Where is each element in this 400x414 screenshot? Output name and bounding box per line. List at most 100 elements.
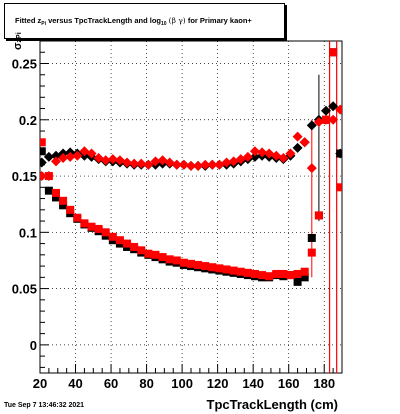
x-tick-label: 60	[104, 376, 118, 391]
data-point-diamond	[178, 159, 189, 170]
data-point-square	[151, 250, 160, 259]
x-tick-label: 140	[242, 376, 264, 391]
data-point-square	[165, 255, 174, 264]
data-point-square	[336, 149, 342, 158]
data-point-square	[194, 260, 203, 269]
title-part2: versus TpcTrackLength and log	[45, 16, 162, 25]
data-point-square	[187, 259, 195, 268]
data-point-square	[94, 224, 103, 233]
data-point-diamond	[193, 160, 204, 171]
y-tick-label: 0.05	[12, 282, 37, 297]
title-part3: (β γ)	[168, 16, 186, 25]
data-point-diamond	[292, 131, 303, 142]
data-point-diamond	[328, 114, 339, 125]
data-point-diamond	[207, 159, 218, 170]
data-point-diamond	[100, 155, 111, 166]
data-point-square	[144, 249, 153, 258]
data-point-diamond	[136, 158, 147, 169]
data-point-square	[108, 232, 117, 241]
data-point-square	[73, 213, 82, 222]
data-point-square	[44, 172, 53, 181]
data-point-diamond	[242, 151, 253, 162]
y-tick-label: 0.15	[12, 169, 37, 184]
data-point-square	[115, 236, 124, 245]
plot-frame	[39, 40, 343, 374]
datestamp: Tue Sep 7 13:46:32 2021	[4, 402, 85, 409]
data-point-diamond	[200, 159, 211, 170]
data-point-square	[172, 256, 181, 265]
x-tick-label: 180	[313, 376, 335, 391]
data-point-square	[215, 264, 224, 273]
data-point-square	[307, 248, 316, 257]
data-point-square	[40, 138, 46, 147]
data-point-diamond	[43, 151, 54, 162]
data-point-square	[201, 262, 210, 271]
y-tick-label: 0.1	[19, 225, 37, 240]
data-point-square	[314, 211, 323, 220]
data-point-diamond	[129, 158, 140, 169]
data-point-diamond	[299, 137, 310, 148]
data-point-square	[40, 147, 46, 156]
data-point-square	[51, 193, 60, 202]
x-tick-label: 20	[33, 376, 47, 391]
data-point-diamond	[50, 156, 61, 167]
data-point-diamond	[171, 159, 182, 170]
data-point-square	[250, 269, 259, 278]
y-axis-label-sub: zPi	[16, 32, 23, 43]
data-point-square	[300, 267, 309, 276]
x-tick-label: 40	[68, 376, 82, 391]
title-part1: Fitted z	[15, 16, 42, 25]
y-tick-label: 0	[30, 338, 37, 353]
data-point-diamond	[292, 142, 303, 153]
data-point-diamond	[321, 105, 332, 116]
data-point-square	[179, 258, 188, 267]
data-point-square	[322, 115, 331, 124]
data-point-square	[243, 268, 252, 277]
data-point-square	[158, 253, 167, 262]
x-axis-label: TpcTrackLength (cm)	[206, 397, 338, 412]
x-tick-label: 160	[278, 376, 300, 391]
data-point-square	[137, 246, 146, 255]
data-point-square	[123, 239, 132, 248]
data-point-diamond	[150, 156, 161, 167]
data-point-square	[51, 188, 60, 197]
data-point-square	[80, 219, 89, 228]
data-point-diamond	[306, 163, 317, 174]
data-point-diamond	[278, 153, 289, 164]
data-point-square	[222, 265, 231, 274]
data-point-square	[258, 271, 267, 280]
y-axis-label: σzPi	[12, 32, 24, 50]
x-tick-label: 100	[171, 376, 193, 391]
data-point-diamond	[186, 160, 196, 171]
data-point-square	[307, 233, 316, 242]
data-point-square	[279, 269, 288, 278]
data-point-diamond	[86, 148, 97, 159]
x-tick-label: 120	[207, 376, 229, 391]
data-point-square	[130, 242, 139, 251]
data-point-diamond	[72, 150, 83, 161]
data-point-square	[101, 228, 110, 237]
data-point-square	[59, 201, 68, 210]
chart-title-box: Fitted zPi versus TpcTrackLength and log…	[4, 3, 285, 39]
data-point-square	[59, 196, 68, 205]
data-point-diamond	[107, 154, 118, 165]
data-point-square	[44, 186, 53, 195]
y-tick-label: 0.25	[12, 57, 37, 72]
data-point-square	[208, 263, 217, 272]
title-sub1: Pi	[41, 21, 46, 27]
data-point-square	[336, 183, 342, 192]
data-point-diamond	[40, 171, 47, 182]
data-point-diamond	[249, 146, 260, 157]
data-point-square	[272, 269, 281, 278]
data-point-diamond	[143, 159, 154, 170]
data-point-diamond	[58, 153, 69, 164]
data-point-diamond	[65, 151, 76, 162]
title-part4: for Primary kaon+	[185, 16, 252, 25]
data-point-square	[329, 48, 338, 57]
data-point-diamond	[249, 151, 260, 162]
y-axis-label-main: σ	[12, 42, 24, 50]
data-point-diamond	[40, 157, 47, 168]
title-sub2: 10	[161, 21, 167, 27]
data-point-diamond	[257, 147, 268, 158]
